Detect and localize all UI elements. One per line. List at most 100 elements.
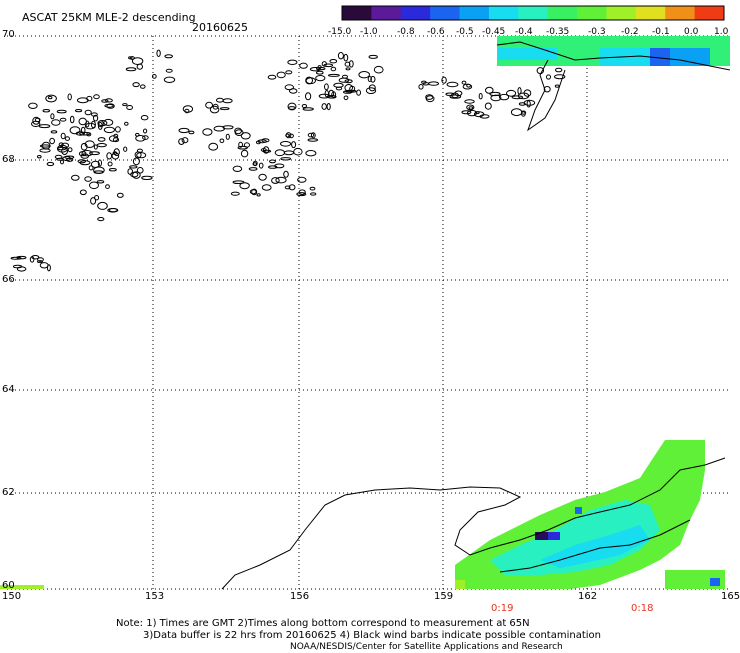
lake [310,132,316,139]
lake [234,129,244,137]
lake [81,150,93,157]
lake [56,109,67,114]
lake [234,127,243,135]
lake [106,152,113,160]
lake [258,162,264,169]
lake [113,148,120,157]
lake [344,61,351,67]
lake [97,159,103,167]
lake [258,173,267,181]
lake [67,147,73,153]
lake [108,168,117,172]
lake [473,111,485,118]
lake [466,104,475,111]
lake [222,125,234,130]
lake [373,65,384,74]
lake [237,145,248,150]
lake [116,192,124,198]
lake [546,74,551,80]
lake [262,149,272,153]
lake [37,257,44,262]
colorbar-border [341,5,725,21]
lake [45,94,57,103]
lake [323,63,334,68]
lake [445,92,455,96]
lake [50,113,55,120]
lake [267,74,277,80]
lake [284,84,294,91]
lake [90,120,96,129]
lake [305,77,316,85]
colorbar-label: -0.4 [515,27,533,37]
colorbar-label: -0.45 [482,27,506,37]
time-label: 0:18 [631,603,654,614]
coastline-south [221,457,726,590]
lake [91,112,98,117]
map-date: 20160625 [192,21,248,34]
lake [276,71,286,79]
lake [269,159,276,164]
lake [368,54,378,59]
lake [107,161,113,167]
colorbar-label: -0.3 [588,27,606,37]
colorbar-label: -15.0 [328,27,352,37]
lake [287,102,297,111]
lake [129,165,138,169]
lake [554,84,560,88]
lake [34,117,41,123]
lake [122,103,128,107]
lake [316,70,324,75]
lake [188,130,195,135]
lake [506,89,517,97]
lake [212,103,219,110]
lake [251,188,258,196]
lake [69,115,75,124]
lake [104,103,114,108]
lake [370,75,376,83]
time-label: 0:19 [491,603,514,614]
lake [90,197,97,205]
lake [345,67,351,71]
lake [485,86,494,94]
lake [222,98,233,104]
lake [69,126,81,135]
lake [165,68,173,73]
lake [71,174,80,181]
notes-line-3: NOAA/NESDIS/Center for Satellite Applica… [290,642,563,652]
lake [132,157,140,166]
colorbar-label: -0.8 [397,27,415,37]
lake [142,135,149,140]
lake [39,262,49,269]
colorbar-swatch [400,6,431,20]
lake [280,141,292,147]
lake [337,52,344,60]
lake [127,168,133,175]
lake [356,89,362,96]
lake [521,110,527,115]
lake [140,84,146,89]
lake [209,105,220,114]
colorbar-swatch [459,6,490,20]
lake [288,133,294,139]
lake [288,184,296,191]
lake [50,130,58,134]
lake [309,186,316,191]
lake [518,102,526,106]
lake [367,76,372,82]
lake [123,146,128,152]
lake [324,90,329,98]
lon-label: 153 [145,591,165,602]
lake [296,192,307,197]
data-cell [650,48,670,66]
data-cell [710,48,730,66]
lake [232,165,243,173]
lake [28,102,38,110]
lake [88,165,94,171]
lake [41,141,51,150]
lake [132,171,141,179]
lake [219,138,225,144]
lake [219,107,230,111]
lake [89,181,99,190]
lake [178,138,185,146]
lake [103,126,116,134]
